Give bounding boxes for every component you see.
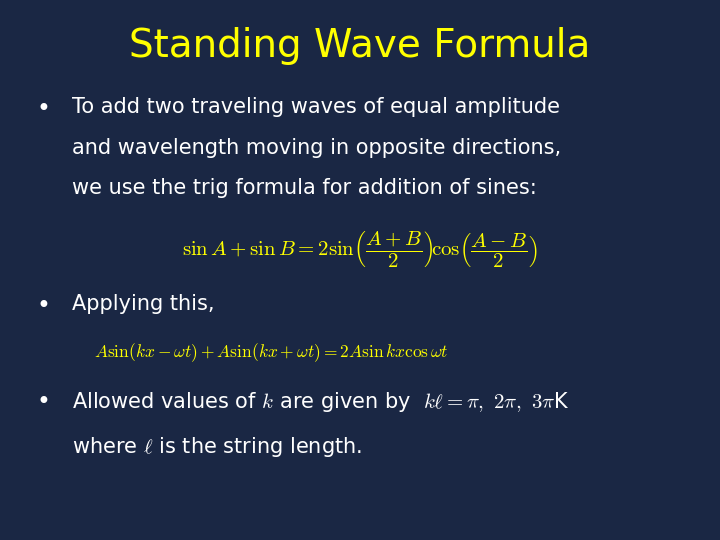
Text: we use the trig formula for addition of sines:: we use the trig formula for addition of …: [72, 178, 536, 198]
Text: and wavelength moving in opposite directions,: and wavelength moving in opposite direct…: [72, 138, 561, 158]
Text: To add two traveling waves of equal amplitude: To add two traveling waves of equal ampl…: [72, 97, 560, 117]
Text: Standing Wave Formula: Standing Wave Formula: [130, 27, 590, 65]
Text: •: •: [36, 390, 50, 414]
Text: Allowed values of $k$ are given by  $k\ell = \pi,\ 2\pi,\ 3\pi$K: Allowed values of $k$ are given by $k\el…: [72, 390, 570, 414]
Text: where $\ell$ is the string length.: where $\ell$ is the string length.: [72, 435, 362, 458]
Text: $A\sin(kx-\omega t) + A\sin(kx+\omega t) = 2A\sin kx\cos\omega t$: $A\sin(kx-\omega t) + A\sin(kx+\omega t)…: [94, 341, 449, 364]
Text: •: •: [36, 294, 50, 318]
Text: $\sin A + \sin B = 2\sin\!\left(\dfrac{A+B}{2}\right)\!\cos\!\left(\dfrac{A-B}{2: $\sin A + \sin B = 2\sin\!\left(\dfrac{A…: [182, 230, 538, 270]
Text: Applying this,: Applying this,: [72, 294, 215, 314]
Text: •: •: [36, 97, 50, 121]
